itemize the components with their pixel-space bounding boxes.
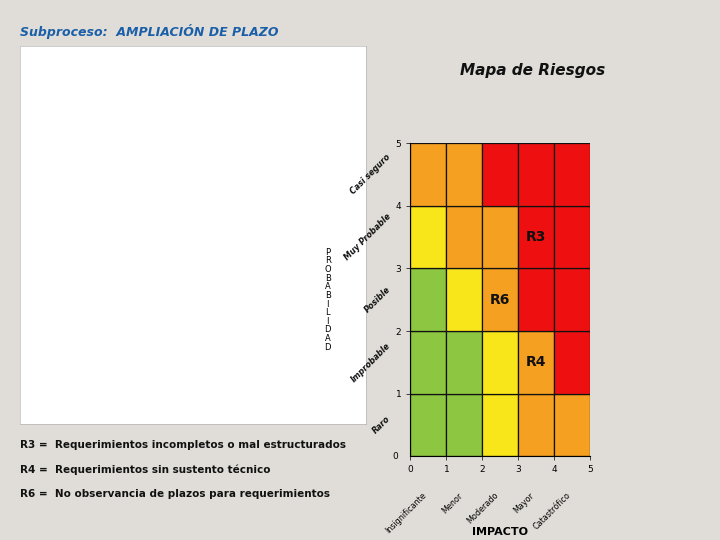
- Bar: [554, 394, 590, 456]
- Bar: [410, 206, 446, 268]
- Text: 0: 0: [392, 452, 397, 461]
- Bar: [554, 268, 590, 331]
- Text: Menor: Menor: [440, 491, 464, 515]
- Text: R3 =  Requerimientos incompletos o mal estructurados: R3 = Requerimientos incompletos o mal es…: [20, 440, 346, 450]
- Text: R3: R3: [526, 230, 546, 244]
- Text: Casi seguro: Casi seguro: [348, 153, 392, 196]
- Bar: [482, 268, 518, 331]
- Bar: [518, 331, 554, 394]
- Text: R4: R4: [526, 355, 546, 369]
- Bar: [446, 394, 482, 456]
- Bar: [446, 206, 482, 268]
- Bar: [482, 331, 518, 394]
- Text: Improbable: Improbable: [349, 341, 392, 384]
- Bar: [554, 143, 590, 206]
- Text: Mayor: Mayor: [513, 491, 536, 515]
- Text: Moderado: Moderado: [465, 491, 500, 526]
- Bar: [446, 143, 482, 206]
- Bar: [410, 394, 446, 456]
- Text: P
R
O
B
A
B
I
L
I
D
A
D: P R O B A B I L I D A D: [324, 248, 331, 352]
- Bar: [554, 206, 590, 268]
- X-axis label: IMPACTO: IMPACTO: [472, 527, 528, 537]
- Bar: [482, 143, 518, 206]
- Bar: [518, 268, 554, 331]
- Bar: [518, 206, 554, 268]
- Bar: [446, 331, 482, 394]
- Text: Mapa de Riesgos: Mapa de Riesgos: [460, 63, 606, 78]
- Bar: [446, 268, 482, 331]
- Text: R6 =  No observancia de plazos para requerimientos: R6 = No observancia de plazos para reque…: [20, 489, 330, 499]
- Bar: [518, 143, 554, 206]
- Text: Insignificante: Insignificante: [384, 491, 428, 535]
- Bar: [410, 268, 446, 331]
- Bar: [554, 331, 590, 394]
- Text: Catastrófico: Catastrófico: [531, 491, 572, 532]
- Text: Subproceso:  AMPLIACIÓN DE PLAZO: Subproceso: AMPLIACIÓN DE PLAZO: [20, 24, 279, 39]
- Bar: [410, 143, 446, 206]
- Text: Muy Probable: Muy Probable: [342, 212, 392, 262]
- Bar: [482, 394, 518, 456]
- Text: Raro: Raro: [372, 414, 392, 436]
- Text: Posible: Posible: [363, 285, 392, 314]
- Bar: [482, 206, 518, 268]
- Bar: [518, 394, 554, 456]
- Bar: [410, 331, 446, 394]
- Text: R6: R6: [490, 293, 510, 307]
- Text: R4 =  Requerimientos sin sustento técnico: R4 = Requerimientos sin sustento técnico: [20, 464, 271, 475]
